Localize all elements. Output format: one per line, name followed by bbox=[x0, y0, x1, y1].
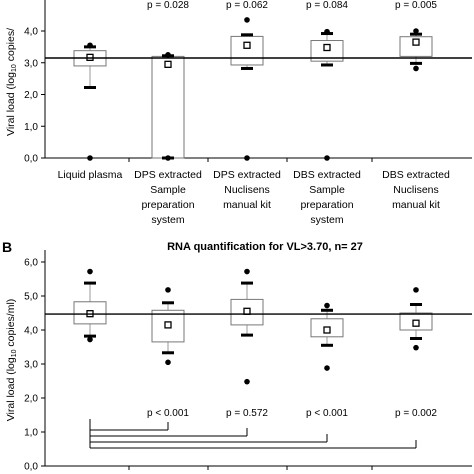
p-value-label: p = 0.028 bbox=[147, 0, 189, 11]
category-label-line: Sample bbox=[309, 184, 345, 196]
box-2 bbox=[151, 52, 185, 161]
y-tick-label: 4,0 bbox=[24, 326, 38, 337]
y-axis-label-subscript: 10 bbox=[11, 349, 18, 357]
y-tick-label: 6,0 bbox=[24, 258, 38, 269]
mean-marker bbox=[323, 43, 331, 52]
box-4 bbox=[310, 28, 344, 161]
outlier-point bbox=[324, 365, 330, 371]
box-1 bbox=[73, 42, 107, 161]
box-1 bbox=[73, 268, 107, 343]
category-label-line: Liquid plasma bbox=[58, 169, 123, 181]
p-value-label: p = 0.005 bbox=[395, 0, 437, 11]
category-label-line: DPS extracted bbox=[213, 169, 281, 181]
y-tick-label: 2,0 bbox=[24, 394, 38, 405]
y-tick-label: 0,0 bbox=[24, 154, 38, 165]
box-iqr bbox=[151, 55, 185, 159]
panel-a: 0,0 1,0 2,0 3,0 4,0 Viral load (log10 copies/… bbox=[5, 0, 472, 165]
outlier-point bbox=[413, 287, 419, 293]
p-value-label: p < 0.001 bbox=[306, 408, 348, 419]
box-iqr bbox=[399, 36, 433, 57]
outlier-point bbox=[87, 336, 93, 343]
mean-marker bbox=[323, 326, 331, 334]
category-labels: Liquid plasma DPS extracted Sample preparat… bbox=[58, 169, 450, 226]
category-label: DBS extracted Nuclisens manual kit bbox=[382, 169, 450, 211]
category-label-line: preparation bbox=[141, 199, 194, 211]
mean-marker bbox=[164, 321, 172, 329]
box-2 bbox=[151, 287, 185, 366]
outlier-point bbox=[87, 42, 93, 49]
y-tick-label: 1,0 bbox=[24, 122, 38, 133]
box-5 bbox=[399, 287, 433, 351]
y-tick-label: 1,0 bbox=[24, 428, 38, 439]
mean-marker bbox=[412, 38, 420, 46]
category-label-line: Sample bbox=[150, 184, 186, 196]
y-tick-label: 3,0 bbox=[24, 58, 38, 69]
p-value-label: p = 0.572 bbox=[226, 408, 268, 419]
category-label-line: system bbox=[310, 214, 344, 226]
mean-marker bbox=[243, 41, 251, 49]
panel-title: RNA quantification for VL>3.70, n= 27 bbox=[167, 241, 363, 253]
box-3 bbox=[230, 17, 264, 161]
outlier-point bbox=[87, 155, 93, 161]
category-label: DBS extracted Sample preparation system bbox=[293, 169, 361, 226]
box-4 bbox=[310, 302, 344, 371]
y-tick-label: 5,0 bbox=[24, 292, 38, 303]
panel-label: B bbox=[2, 239, 12, 255]
box-5 bbox=[399, 28, 433, 72]
y-tick-label: 4,0 bbox=[24, 27, 38, 38]
category-label-line: Nuclisens bbox=[393, 184, 439, 196]
outlier-point bbox=[413, 65, 419, 72]
outlier-point bbox=[244, 268, 250, 275]
y-axis-label-part: Viral load (log bbox=[5, 72, 17, 136]
outlier-point bbox=[244, 155, 250, 161]
category-label-line: DPS extracted bbox=[134, 169, 202, 181]
category-label-line: preparation bbox=[300, 199, 353, 211]
y-axis-label-part: copies/ bbox=[5, 28, 17, 64]
y-tick-label: 2,0 bbox=[24, 90, 38, 101]
outlier-point bbox=[87, 268, 93, 275]
y-tick-label: 0,0 bbox=[24, 462, 38, 473]
outlier-point bbox=[165, 155, 171, 161]
panel-b: 0,0 1,0 2,0 3,0 4,0 5,0 6,0 Viral load (log10 c… bbox=[5, 250, 472, 473]
box-3 bbox=[230, 268, 264, 385]
outlier-point bbox=[324, 155, 330, 161]
outlier-point bbox=[165, 287, 171, 293]
outlier-point bbox=[165, 52, 171, 58]
category-label-line: DBS extracted bbox=[382, 169, 450, 181]
p-value-label: p < 0.001 bbox=[147, 408, 189, 419]
comparison-brackets bbox=[89, 419, 417, 449]
y-axis-label: Viral load (log10 copies/ bbox=[5, 28, 18, 136]
p-value-label: p = 0.062 bbox=[226, 0, 268, 11]
category-label-line: Nuclisens bbox=[224, 184, 270, 196]
category-label: DPS extracted Sample preparation system bbox=[134, 169, 202, 226]
outlier-point bbox=[324, 302, 330, 309]
category-label-line: manual kit bbox=[392, 199, 440, 211]
p-value-label: p = 0.084 bbox=[306, 0, 348, 11]
mean-marker bbox=[164, 60, 172, 68]
y-axis-label-subscript: 10 bbox=[11, 64, 18, 72]
category-label: Liquid plasma bbox=[58, 169, 123, 181]
y-axis-label: Viral load (log10 copies/ml) bbox=[5, 299, 18, 422]
outlier-point bbox=[244, 17, 250, 23]
category-label: DPS extracted Nuclisens manual kit bbox=[213, 169, 281, 211]
outlier-point bbox=[413, 28, 419, 34]
box-iqr bbox=[230, 35, 264, 66]
outlier-point bbox=[244, 378, 250, 385]
y-tick-label: 3,0 bbox=[24, 360, 38, 371]
outlier-point bbox=[413, 344, 419, 351]
outlier-point bbox=[324, 28, 330, 35]
category-label-line: system bbox=[151, 214, 185, 226]
y-axis-label-part: copies/ml) bbox=[5, 299, 17, 350]
p-value-label: p = 0.002 bbox=[395, 408, 437, 419]
category-label-line: manual kit bbox=[223, 199, 271, 211]
outlier-point bbox=[165, 359, 171, 366]
y-axis-label-part: Viral load (log bbox=[5, 357, 17, 421]
mean-marker bbox=[412, 319, 420, 327]
category-label-line: DBS extracted bbox=[293, 169, 361, 181]
